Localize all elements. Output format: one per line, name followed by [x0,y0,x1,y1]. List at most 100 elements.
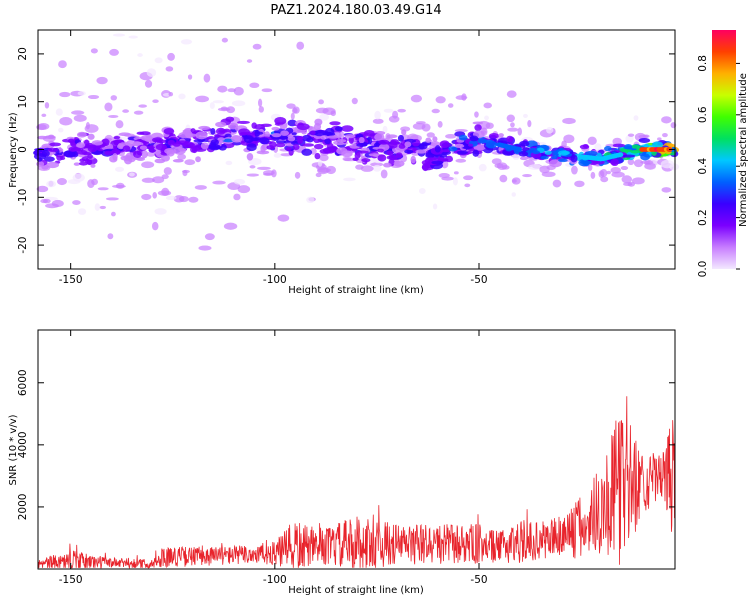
heatmap-cell [194,185,207,190]
heatmap-cell [431,108,440,114]
heatmap-cell [315,172,322,178]
heatmap-cell [439,140,450,148]
heatmap-cell [94,203,101,211]
spectrogram-x-label: Height of straight line (km) [288,285,424,296]
spectrogram-x-ticks: -150 -100 -50 [59,30,488,286]
heatmap-cell [306,196,315,204]
heatmap-cell [161,187,170,196]
y-tick-label: 6000 [17,369,29,396]
heatmap-cell [72,151,79,158]
heatmap-cell [297,138,303,145]
heatmap-cell [275,142,286,148]
colorbar-ticks: 0.0 0.2 0.4 0.6 0.8 [697,55,740,277]
heatmap-cell [233,86,244,96]
heatmap-cell [195,131,208,140]
heatmap-cell [432,136,438,142]
heatmap-cell [561,150,570,155]
heatmap-cell [511,192,516,197]
heatmap-cell [226,106,236,114]
snr-frame [37,329,676,570]
heatmap-cell [627,133,635,137]
heatmap-cell [198,245,212,251]
heatmap-cell [246,143,257,152]
snr-x-ticks: -150 -100 -50 [59,330,488,586]
heatmap-cell [324,127,335,136]
heatmap-cell [292,143,300,151]
colorbar-label: Normalized spectral amplitude [738,73,749,227]
x-tick-label: -150 [59,574,83,586]
x-tick-label: -150 [59,274,83,286]
heatmap-cell [415,149,427,154]
heatmap-cell [516,146,523,152]
heatmap-cell [506,135,514,143]
heatmap-cell [118,132,131,137]
heatmap-cell [435,96,446,104]
heatmap-cell [372,164,382,172]
heatmap-cell [77,208,87,215]
y-tick-label: 0 [17,146,29,153]
heatmap-cell [610,167,621,174]
heatmap-cell [266,145,275,150]
heatmap-cell [85,122,90,130]
heatmap-cell [517,127,522,136]
heatmap-cell [167,52,175,61]
heatmap-cell [99,205,106,210]
heatmap-cell [546,126,554,134]
heatmap-cell [210,127,216,135]
heatmap-cell [468,143,474,147]
heatmap-cell [87,154,93,159]
heatmap-cell [137,53,143,57]
heatmap-cell [254,129,260,137]
heatmap-cell [356,143,368,147]
heatmap-cell [294,171,301,179]
heatmap-cell [237,185,251,194]
heatmap-cell [544,150,552,155]
x-tick-label: -100 [263,274,287,286]
heatmap-cell [661,116,672,124]
heatmap-cell [233,193,241,201]
snr-y-ticks: 2000 4000 6000 [17,369,675,520]
heatmap-cell [506,90,517,98]
heatmap-cell [302,143,315,147]
heatmap-cell [47,134,55,139]
heatmap-cell [279,136,290,140]
heatmap-cell [110,95,118,101]
heatmap-cell [291,107,298,114]
heatmap-cell [271,126,280,131]
heatmap-cell [221,37,228,43]
heatmap-cell [518,151,529,157]
heatmap-cell [314,152,321,160]
heatmap-cell [600,176,609,183]
colorbar-tick-label: 0.8 [697,55,709,72]
heatmap-cell [227,88,236,93]
heatmap-cell [587,136,597,146]
heatmap-cell [280,130,290,136]
heatmap-cell [482,139,494,144]
heatmap-cell [59,91,71,98]
heatmap-cell [146,68,157,77]
heatmap-cell [527,120,532,128]
heatmap-cell [91,140,103,146]
heatmap-cell [404,149,414,154]
heatmap-cell [181,169,190,174]
heatmap-cell [111,148,121,156]
heatmap-cell [173,146,186,155]
heatmap-cell [178,93,186,100]
heatmap-cell [252,43,262,50]
heatmap-cell [136,131,145,135]
heatmap-cell [128,35,138,39]
heatmap-cell [439,154,448,158]
heatmap-cell [87,94,100,100]
heatmap-cell [383,162,392,168]
heatmap-cell [469,135,479,142]
heatmap-cell [260,123,272,128]
heatmap-cell [233,178,246,185]
heatmap-cell [73,114,87,122]
heatmap-cell [370,162,384,167]
heatmap-cell [176,140,189,145]
heatmap-cell [622,149,633,153]
heatmap-cell [464,183,471,188]
heatmap-cell [122,145,131,153]
heatmap-cell [223,222,238,230]
heatmap-cell [472,121,484,125]
